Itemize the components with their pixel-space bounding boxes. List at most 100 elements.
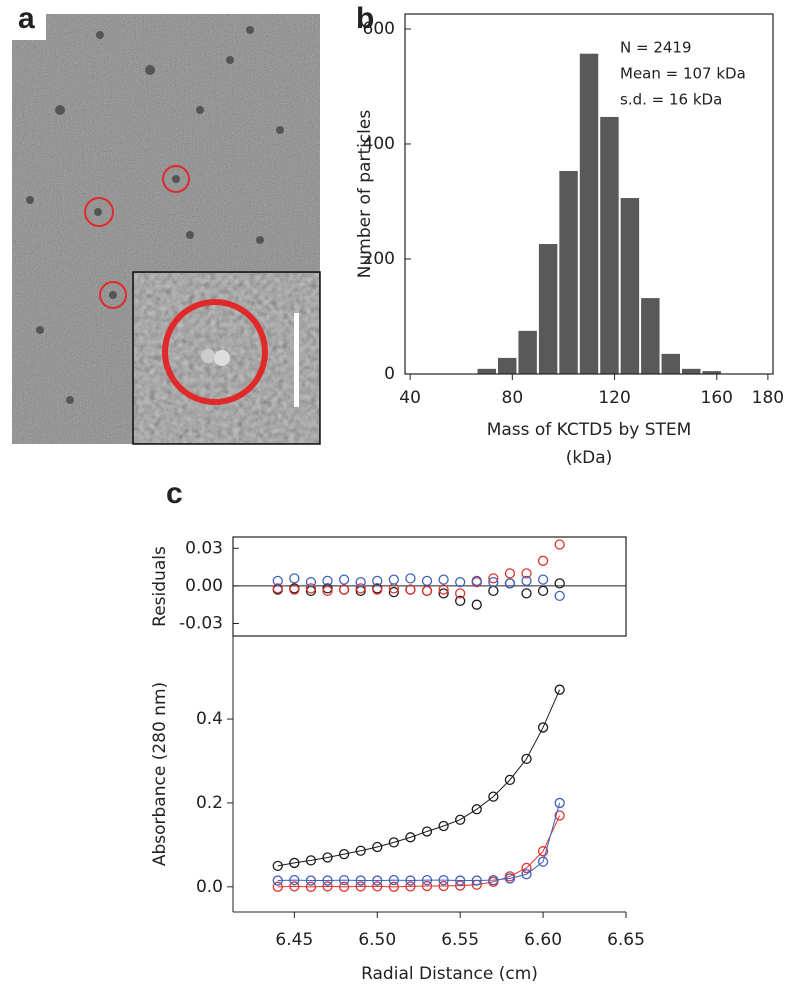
panel-label: c: [166, 477, 183, 510]
point: [355, 576, 366, 588]
y-tick-label: 0.03: [185, 538, 223, 558]
point: [421, 575, 433, 587]
point: [521, 753, 532, 765]
point: [388, 874, 399, 886]
y-tick-label: 0.4: [196, 709, 223, 729]
x-tick-label: 6.60: [524, 930, 562, 950]
y-axis-label: Absorbance (280 nm): [150, 682, 170, 866]
x-axis-label: Radial Distance (cm): [361, 964, 538, 984]
point: [272, 575, 283, 587]
bar: [538, 244, 558, 374]
bar: [559, 170, 578, 374]
point: [521, 588, 532, 599]
inset-circle: [162, 299, 268, 405]
point: [455, 814, 466, 825]
point: [272, 881, 283, 892]
point: [405, 584, 416, 595]
y-tick-label: -0.03: [179, 613, 223, 633]
point: [338, 848, 350, 860]
point: [372, 881, 383, 892]
point: [537, 846, 549, 857]
y-tick-label: 0: [384, 364, 395, 384]
particles: [26, 26, 284, 404]
point: [338, 584, 350, 595]
point: [289, 584, 300, 595]
point: [305, 855, 317, 866]
point: [455, 880, 466, 891]
point: [372, 841, 383, 853]
point: [305, 576, 317, 588]
y-tick-label: 200: [363, 249, 395, 269]
point: [488, 874, 499, 886]
label-box: [0, 0, 46, 40]
point: [338, 574, 350, 585]
point: [504, 568, 516, 579]
point: [438, 574, 449, 585]
x-tick-label: 40: [399, 388, 421, 408]
x-tick-label: 180: [752, 388, 784, 408]
point: [355, 583, 366, 594]
scale-bar: [294, 313, 299, 407]
point: [488, 573, 499, 584]
bar: [498, 357, 517, 374]
point: [521, 869, 532, 880]
point: [537, 555, 549, 566]
point: [305, 881, 317, 892]
panel-label: a: [18, 2, 35, 35]
point: [537, 585, 549, 597]
point: [554, 590, 565, 602]
point: [405, 875, 416, 886]
point: [504, 578, 516, 589]
bar: [518, 330, 537, 374]
y-tick-label: 0.00: [185, 576, 223, 596]
point: [438, 588, 449, 599]
x-tick-label: 6.45: [275, 930, 313, 950]
point: [471, 804, 482, 815]
point: [488, 576, 499, 588]
point: [421, 880, 433, 892]
point: [289, 874, 300, 886]
y-axis-label: Number of particles: [355, 110, 375, 279]
point: [537, 856, 549, 867]
point: [272, 860, 283, 872]
point: [272, 875, 283, 886]
bar: [641, 298, 660, 374]
point: [488, 791, 499, 802]
point: [338, 881, 350, 892]
point: [471, 599, 482, 610]
point: [305, 583, 317, 594]
point: [322, 881, 333, 892]
point: [504, 774, 516, 786]
point: [554, 578, 565, 589]
plot-frame: [404, 13, 774, 375]
point: [455, 588, 466, 599]
point: [554, 684, 565, 695]
point: [338, 874, 350, 886]
point: [438, 820, 449, 832]
point: [405, 573, 416, 584]
point: [355, 845, 366, 856]
bar: [600, 116, 619, 374]
fit-line: [277, 689, 561, 867]
point: [289, 881, 300, 892]
y-tick-label: 600: [363, 19, 395, 39]
point: [322, 583, 333, 594]
plot-frame: [232, 536, 627, 637]
point: [554, 539, 565, 550]
point: [388, 837, 399, 848]
x-tick-label: 160: [701, 388, 733, 408]
point: [421, 826, 433, 837]
panel-label: b: [356, 2, 374, 35]
y-tick-label: 400: [363, 134, 395, 154]
point: [554, 797, 565, 809]
point: [438, 874, 449, 886]
bar: [620, 198, 640, 374]
x-axis-label: (kDa): [566, 448, 613, 468]
point: [537, 574, 549, 585]
y-tick-label: 0.0: [196, 877, 223, 897]
annotation: Mean = 107 kDa: [620, 65, 746, 83]
point: [388, 574, 399, 585]
inset-particle: [201, 349, 215, 363]
y-tick-label: 0.2: [196, 793, 223, 813]
